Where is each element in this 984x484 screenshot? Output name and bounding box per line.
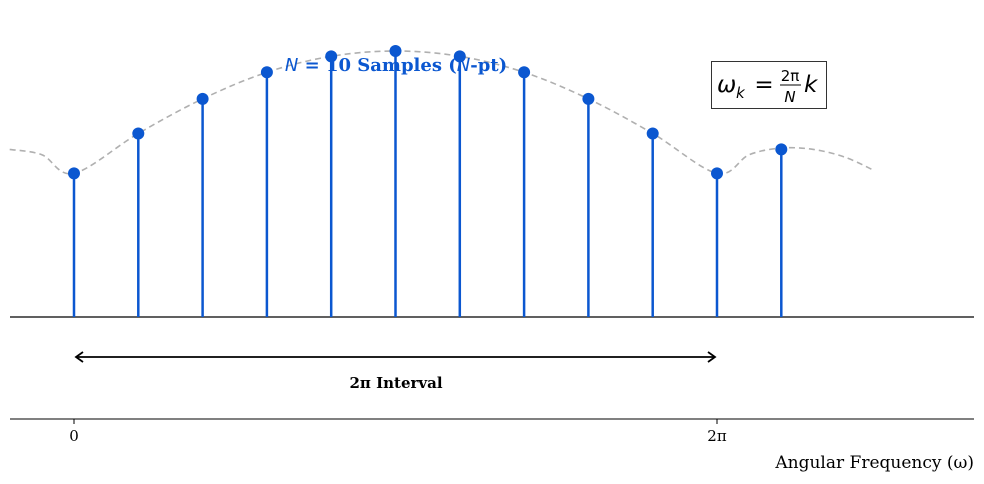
stem-marker [389, 45, 402, 57]
formula-eq: = [754, 72, 773, 98]
stem-marker [196, 92, 209, 105]
formula-sub: k [736, 84, 746, 102]
chart-title: N = 10 Samples (N-pt) [285, 55, 507, 76]
interval-label: 2π Interval [349, 374, 442, 392]
stem-marker [518, 66, 531, 79]
stem-marker [646, 127, 659, 140]
formula-box: ω k = 2π N k [711, 61, 827, 109]
formula-lhs: ω [717, 72, 736, 98]
stem-marker [453, 50, 466, 63]
stem-marker [775, 143, 788, 156]
formula-den: N [784, 88, 795, 106]
formula-num: 2π [781, 67, 800, 85]
stem-marker [68, 167, 80, 180]
stem-marker [582, 92, 595, 105]
formula-k: k [804, 72, 819, 98]
stem-marker [325, 50, 338, 63]
interval-arrow [74, 351, 717, 363]
x-tick-label: 2π [707, 427, 727, 445]
stem-marker [132, 127, 145, 140]
stem-marker [711, 167, 723, 180]
x-tick-label: 0 [69, 427, 79, 445]
stem-marker [260, 66, 273, 79]
x-axis-label: Angular Frequency (ω) [774, 453, 974, 473]
